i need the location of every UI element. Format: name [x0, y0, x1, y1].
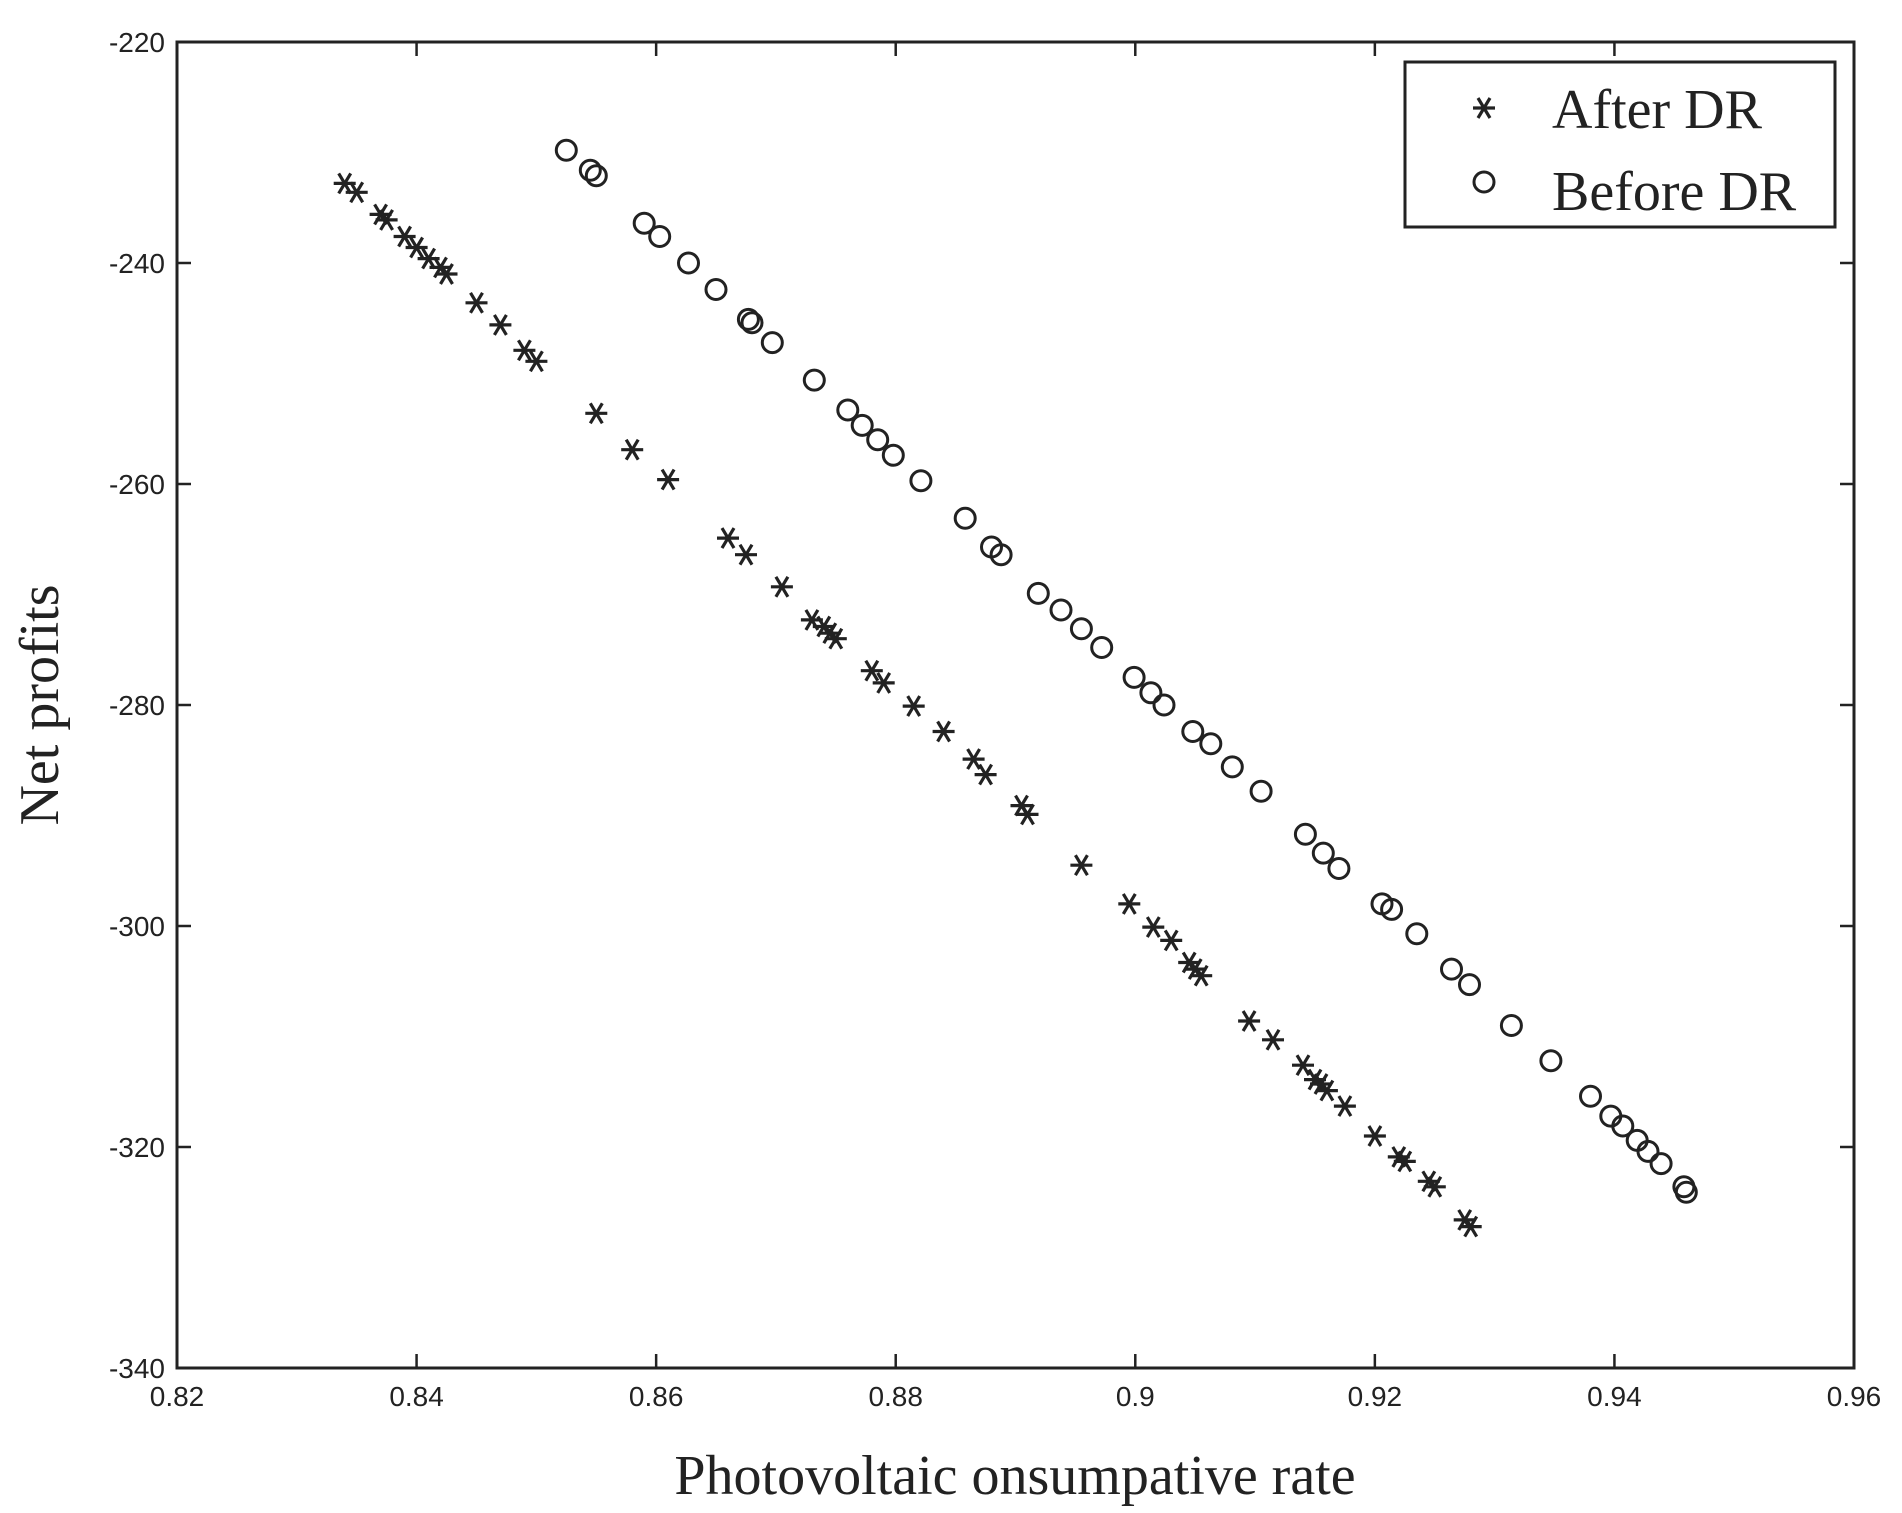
after-dr-point — [1362, 1124, 1388, 1148]
y-tick-label: -220 — [109, 27, 165, 58]
before-dr-point — [953, 506, 977, 530]
before-dr-point — [866, 428, 890, 452]
before-dr-point — [760, 331, 784, 355]
after-dr-point — [523, 349, 550, 373]
y-tick-label: -260 — [109, 469, 165, 500]
before-dr-point — [554, 138, 578, 162]
before-dr-point — [1026, 581, 1050, 605]
after-dr-point — [463, 291, 490, 315]
before-dr-point — [1579, 1084, 1602, 1108]
before-dr-point — [850, 413, 874, 437]
after-dr-point — [1332, 1094, 1358, 1118]
before-dr-point — [1611, 1114, 1635, 1138]
before-dr-point — [1049, 598, 1073, 622]
before-dr-point — [1139, 681, 1163, 705]
before-dr-point — [1311, 841, 1335, 865]
series-before-dr — [554, 138, 1698, 1204]
before-dr-point — [1440, 957, 1463, 981]
before-dr-point — [1649, 1152, 1673, 1176]
after-dr-point — [1260, 1028, 1286, 1052]
before-dr-point — [648, 225, 672, 248]
x-tick-label: 0.84 — [389, 1381, 444, 1412]
y-tick-label: -320 — [109, 1132, 165, 1163]
before-dr-point — [1199, 732, 1223, 756]
x-tick-label: 0.86 — [629, 1381, 684, 1412]
x-tick-label: 0.82 — [150, 1381, 205, 1412]
before-dr-point — [1249, 779, 1273, 803]
before-dr-point — [802, 368, 826, 392]
before-dr-point — [881, 443, 905, 467]
before-dr-point — [1499, 1014, 1523, 1037]
before-dr-point — [584, 164, 608, 188]
before-dr-point — [1636, 1139, 1660, 1163]
x-axis-title: Photovoltaic onsumpative rate — [674, 1445, 1355, 1507]
after-dr-point — [392, 224, 418, 249]
y-axis: -220 -240 -260 -280 -300 -320 -340 — [109, 27, 1854, 1384]
after-dr-point — [733, 543, 759, 567]
before-dr-point — [836, 398, 860, 422]
after-dr-point — [1116, 892, 1142, 916]
after-dr-point — [930, 719, 957, 744]
legend-after-dr-marker — [1471, 96, 1497, 120]
before-dr-point — [1181, 720, 1205, 743]
y-axis-title: Net profits — [9, 584, 71, 825]
after-dr-point — [344, 180, 370, 204]
before-dr-point — [909, 469, 933, 493]
after-dr-point — [1140, 915, 1166, 939]
before-dr-point — [1539, 1049, 1563, 1073]
y-tick-label: -300 — [109, 911, 165, 942]
after-dr-point — [487, 313, 513, 337]
before-dr-point — [1220, 755, 1244, 779]
after-dr-point — [583, 401, 609, 425]
after-dr-point — [715, 526, 741, 550]
before-dr-point — [1122, 665, 1146, 689]
after-dr-point — [901, 694, 927, 718]
before-dr-point — [1069, 617, 1093, 641]
after-dr-point — [619, 438, 645, 462]
before-dr-point — [740, 311, 764, 335]
after-dr-point — [769, 575, 795, 599]
before-dr-point — [1152, 693, 1176, 717]
before-dr-point — [1405, 922, 1429, 946]
after-dr-point — [511, 338, 538, 362]
legend-box — [1403, 60, 1837, 229]
before-dr-point — [989, 543, 1013, 567]
before-dr-point — [1327, 857, 1351, 880]
after-dr-point — [1236, 1009, 1262, 1033]
after-dr-point — [1158, 928, 1184, 953]
x-tick-label: 0.88 — [868, 1381, 923, 1412]
x-axis: 0.82 0.84 0.86 0.88 0.9 0.92 0.94 0.96 — [150, 42, 1882, 1412]
before-dr-point — [578, 158, 602, 182]
x-tick-label: 0.96 — [1827, 1381, 1882, 1412]
before-dr-point — [1090, 636, 1114, 659]
x-tick-label: 0.92 — [1348, 1381, 1403, 1412]
before-dr-point — [632, 211, 656, 235]
x-tick-label: 0.9 — [1116, 1381, 1155, 1412]
y-tick-label: -340 — [109, 1353, 165, 1384]
after-dr-point — [1068, 853, 1095, 877]
series-after-dr — [332, 171, 1484, 1239]
before-dr-point — [1458, 973, 1481, 997]
legend-before-dr-label: Before DR — [1552, 161, 1797, 223]
before-dr-point — [1380, 897, 1404, 921]
before-dr-point — [1674, 1180, 1698, 1204]
after-dr-point — [655, 468, 681, 492]
plot-area-frame — [175, 40, 1856, 1370]
before-dr-point — [1293, 822, 1317, 846]
before-dr-point — [677, 251, 700, 275]
y-tick-label: -280 — [109, 690, 165, 721]
legend: After DR Before DR — [1403, 60, 1837, 229]
before-dr-point — [704, 278, 728, 301]
before-dr-point — [736, 307, 760, 331]
legend-before-dr-marker — [1472, 170, 1496, 194]
before-dr-point — [1625, 1128, 1649, 1152]
legend-after-dr-label: After DR — [1552, 79, 1763, 141]
y-tick-label: -240 — [109, 248, 165, 279]
x-tick-label: 0.94 — [1587, 1381, 1642, 1412]
